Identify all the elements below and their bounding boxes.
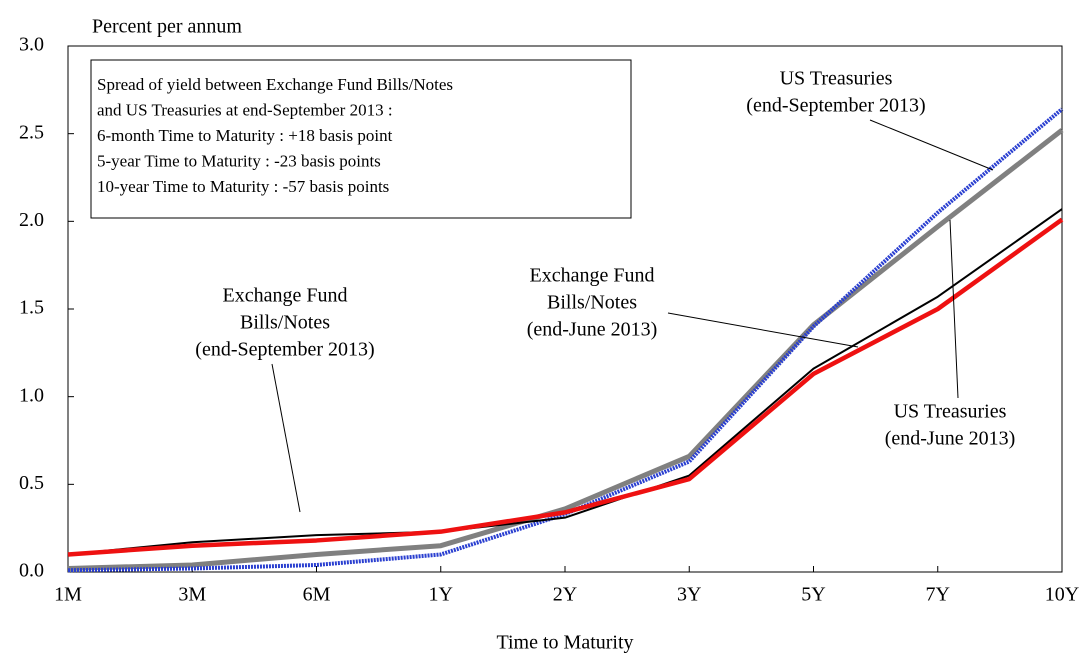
series-label: US Treasuries — [894, 401, 1007, 423]
x-tick-label: 3Y — [677, 584, 701, 606]
series-line — [67, 107, 1064, 573]
series-line — [67, 217, 1064, 557]
pointer-line — [667, 312, 859, 348]
y-tick-label: 0.0 — [19, 560, 44, 582]
series-label: (end-June 2013) — [885, 428, 1016, 450]
x-tick-label: 3M — [178, 584, 206, 606]
series-label: US Treasuries — [780, 68, 893, 90]
x-tick-label: 5Y — [801, 584, 825, 606]
note-line: 5-year Time to Maturity : -23 basis poin… — [97, 151, 381, 170]
x-tick-label: 2Y — [553, 584, 577, 606]
series-label: Bills/Notes — [547, 292, 637, 314]
pointer-line — [949, 219, 959, 399]
y-tick-label: 3.0 — [19, 34, 44, 56]
y-tick-label: 1.5 — [19, 297, 44, 319]
series-line — [67, 128, 1064, 571]
pointer-line — [869, 119, 994, 171]
series-label: Exchange Fund — [223, 285, 348, 307]
note-line: 6-month Time to Maturity : +18 basis poi… — [97, 126, 393, 145]
note: Spread of yield between Exchange Fund Bi… — [97, 75, 453, 196]
y-tick-label: 1.0 — [19, 384, 44, 406]
x-tick-label: 1M — [54, 584, 82, 606]
series-label: Exchange Fund — [530, 265, 655, 287]
x-axis-label: Time to Maturity — [496, 632, 633, 654]
series-label: (end-September 2013) — [195, 339, 374, 361]
note-line: and US Treasuries at end-September 2013 … — [97, 100, 393, 119]
x-tick-label: 6M — [303, 584, 331, 606]
y-axis-label: Percent per annum — [92, 16, 242, 38]
y-tick-label: 2.0 — [19, 209, 44, 231]
x-tick-label: 10Y — [1045, 584, 1079, 606]
series-label: Bills/Notes — [240, 312, 330, 334]
x-tick-label: 1Y — [429, 584, 453, 606]
note-line: Spread of yield between Exchange Fund Bi… — [97, 75, 453, 94]
pointer-line — [271, 363, 301, 513]
note-box — [90, 59, 632, 219]
note-line: 10-year Time to Maturity : -57 basis poi… — [97, 177, 389, 196]
x-tick-label: 7Y — [926, 584, 950, 606]
y-tick-label: 2.5 — [19, 121, 44, 143]
series-label: (end-June 2013) — [527, 319, 658, 341]
series-line — [67, 208, 1063, 556]
series-label: (end-September 2013) — [746, 95, 925, 117]
y-tick-label: 0.5 — [19, 472, 44, 494]
